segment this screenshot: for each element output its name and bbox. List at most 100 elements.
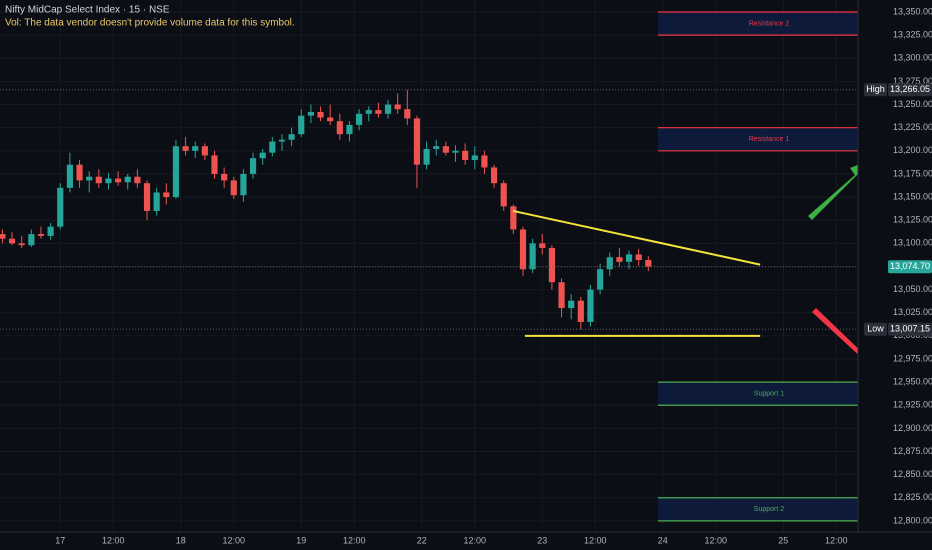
zone-label: Resistance 2 xyxy=(749,20,790,27)
x-tick-label: 12:00 xyxy=(705,535,728,545)
candle-body xyxy=(153,192,160,211)
candle-body xyxy=(568,300,575,309)
candle-body xyxy=(529,243,536,270)
y-tick-label: 12,800.00 xyxy=(893,515,932,525)
candle-body xyxy=(221,173,228,181)
candle-body xyxy=(249,158,257,174)
candle-body xyxy=(192,146,199,151)
zone-fill xyxy=(657,12,880,36)
y-tick-label: 13,025.00 xyxy=(893,307,932,317)
y-tick-label: 12,825.00 xyxy=(893,492,932,502)
candle-body xyxy=(143,183,151,211)
candle-body xyxy=(115,178,122,183)
candle-body xyxy=(230,180,237,196)
y-tick-label: 13,300.00 xyxy=(893,53,932,63)
y-tick-label: 13,275.00 xyxy=(893,76,932,86)
zone-fill xyxy=(657,127,880,151)
zone-label: Resistance 1 xyxy=(749,136,790,143)
candle-body xyxy=(0,234,6,239)
candle-body xyxy=(587,289,594,322)
y-tick-label: 13,325.00 xyxy=(893,30,932,40)
candle-body xyxy=(105,178,112,184)
x-tick-label: 12:00 xyxy=(825,535,848,545)
price-label: 13,266.05 xyxy=(890,84,930,94)
candle-body xyxy=(539,243,546,248)
candle-body xyxy=(442,146,449,153)
candle-body xyxy=(375,110,382,114)
candle-body xyxy=(163,192,170,198)
candle-body xyxy=(500,183,507,207)
price-label-box xyxy=(888,260,932,274)
candle-body xyxy=(519,229,527,270)
line-layer xyxy=(0,89,858,337)
candle-body xyxy=(278,139,286,142)
x-tick-label: 12:00 xyxy=(584,535,607,545)
price-label: 13,074.70 xyxy=(890,261,930,271)
price-name: Low xyxy=(867,324,884,334)
candle-body xyxy=(134,176,141,184)
price-name-box xyxy=(864,322,887,336)
x-tick-label: 24 xyxy=(658,535,668,545)
candle-body xyxy=(86,176,93,181)
y-tick-label: 12,875.00 xyxy=(893,446,932,456)
candle-body xyxy=(625,254,633,262)
x-tick-label: 17 xyxy=(55,535,65,545)
candle-body xyxy=(577,300,584,322)
y-tick-label: 13,225.00 xyxy=(893,122,932,132)
candle-body xyxy=(307,111,314,116)
candle-body xyxy=(317,111,324,118)
price-name-box xyxy=(864,83,887,97)
y-tick-label: 12,925.00 xyxy=(893,400,932,410)
candle-body xyxy=(211,155,218,174)
candle-body xyxy=(548,247,556,283)
candle-body xyxy=(66,164,73,188)
candle-body xyxy=(269,141,276,153)
candle-body xyxy=(124,176,131,183)
chart-title: Nifty MidCap Select Index · 15 · NSE xyxy=(5,5,170,16)
x-tick-label: 22 xyxy=(417,535,427,545)
candle-body xyxy=(327,117,334,122)
candle-body xyxy=(404,109,411,119)
x-tick-label: 12:00 xyxy=(102,535,125,545)
price-label-box xyxy=(888,83,932,97)
price-label-box xyxy=(888,322,932,336)
candle-body xyxy=(172,146,180,198)
chart-subtitle: Vol: The data vendor doesn't provide vol… xyxy=(5,18,295,29)
up-arrow xyxy=(808,160,870,220)
candle-body xyxy=(346,124,353,135)
zone-fill xyxy=(657,382,880,406)
candle-body xyxy=(37,234,45,236)
candle-body xyxy=(645,259,652,267)
zone-label: Support 2 xyxy=(754,506,784,513)
zone-label: Support 1 xyxy=(754,391,784,398)
axis-layer: 12,800.00 12,825.00 12,850.00 12,875.00 12,9… xyxy=(55,6,932,545)
candle-body xyxy=(288,134,295,140)
y-tick-label: 12,950.00 xyxy=(893,376,932,386)
x-tick-label: 12:00 xyxy=(223,535,246,545)
candle-body xyxy=(616,257,623,262)
candle-body xyxy=(95,176,102,184)
y-tick-label: 13,350.00 xyxy=(893,6,932,16)
candle-body xyxy=(423,148,430,165)
candle-body xyxy=(606,257,613,270)
price-name: High xyxy=(866,84,885,94)
candle-body xyxy=(433,146,440,149)
candle-body xyxy=(462,150,469,161)
candle-body xyxy=(8,238,16,244)
candle-body xyxy=(240,173,247,196)
candle-body xyxy=(365,110,372,114)
candle-body xyxy=(452,150,459,153)
candle-body xyxy=(510,206,517,230)
candle-body xyxy=(57,187,64,227)
y-tick-label: 12,975.00 xyxy=(893,353,932,363)
candle-body xyxy=(18,243,25,246)
y-tick-label: 13,125.00 xyxy=(893,215,932,225)
x-tick-label: 12:00 xyxy=(343,535,366,545)
price-label: 13,007.15 xyxy=(890,324,930,334)
x-tick-label: 19 xyxy=(296,535,306,545)
candle-body xyxy=(394,104,401,110)
candle-body xyxy=(182,146,189,151)
candle-body xyxy=(635,254,642,260)
